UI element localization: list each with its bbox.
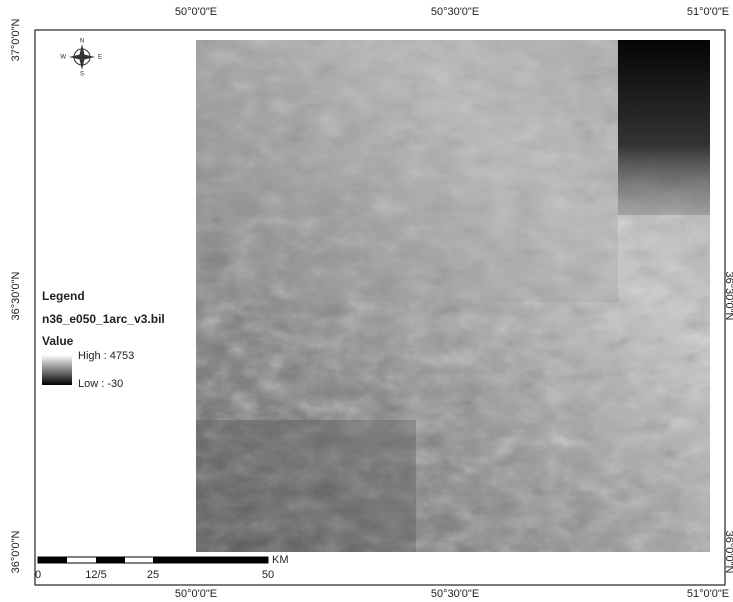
left-label: 36°30'0"N (10, 271, 22, 320)
south-letter: S (80, 72, 84, 78)
scale-tick: 0 (35, 569, 41, 581)
north-letter: N (80, 39, 84, 45)
north-arrow: N S E W (60, 39, 102, 78)
top-label: 51°0'0"E (687, 6, 729, 18)
west-letter: W (60, 55, 66, 61)
scale-bar: KM 0 12/5 25 50 (35, 554, 289, 581)
top-label: 50°30'0"E (431, 6, 479, 18)
scale-tick: 25 (147, 569, 159, 581)
legend-field: Value (42, 334, 74, 348)
left-label: 37°0'0"N (10, 19, 22, 62)
legend-high: High : 4753 (78, 350, 134, 362)
right-label: 36°0'0"N (723, 531, 733, 574)
east-letter: E (98, 55, 102, 61)
legend-low: Low : -30 (78, 378, 123, 390)
legend-title: Legend (42, 289, 85, 303)
map: N S E W 50°0'0"E 50°30'0"E 51°0'0"E 50°0… (0, 0, 733, 602)
right-label: 36°30'0"N (723, 272, 733, 321)
dem-raster (196, 40, 710, 552)
bottom-label: 51°0'0"E (687, 588, 729, 600)
scale-tick: 12/5 (85, 569, 106, 581)
top-label: 50°0'0"E (175, 6, 217, 18)
bottom-label: 50°0'0"E (175, 588, 217, 600)
scale-tick: 50 (262, 569, 274, 581)
bottom-label: 50°30'0"E (431, 588, 479, 600)
scale-unit: KM (272, 554, 289, 566)
legend: Legend n36_e050_1arc_v3.bil Value High :… (42, 289, 165, 390)
legend-layer: n36_e050_1arc_v3.bil (42, 312, 165, 326)
left-label: 36°0'0"N (10, 531, 22, 574)
legend-ramp (42, 355, 72, 385)
